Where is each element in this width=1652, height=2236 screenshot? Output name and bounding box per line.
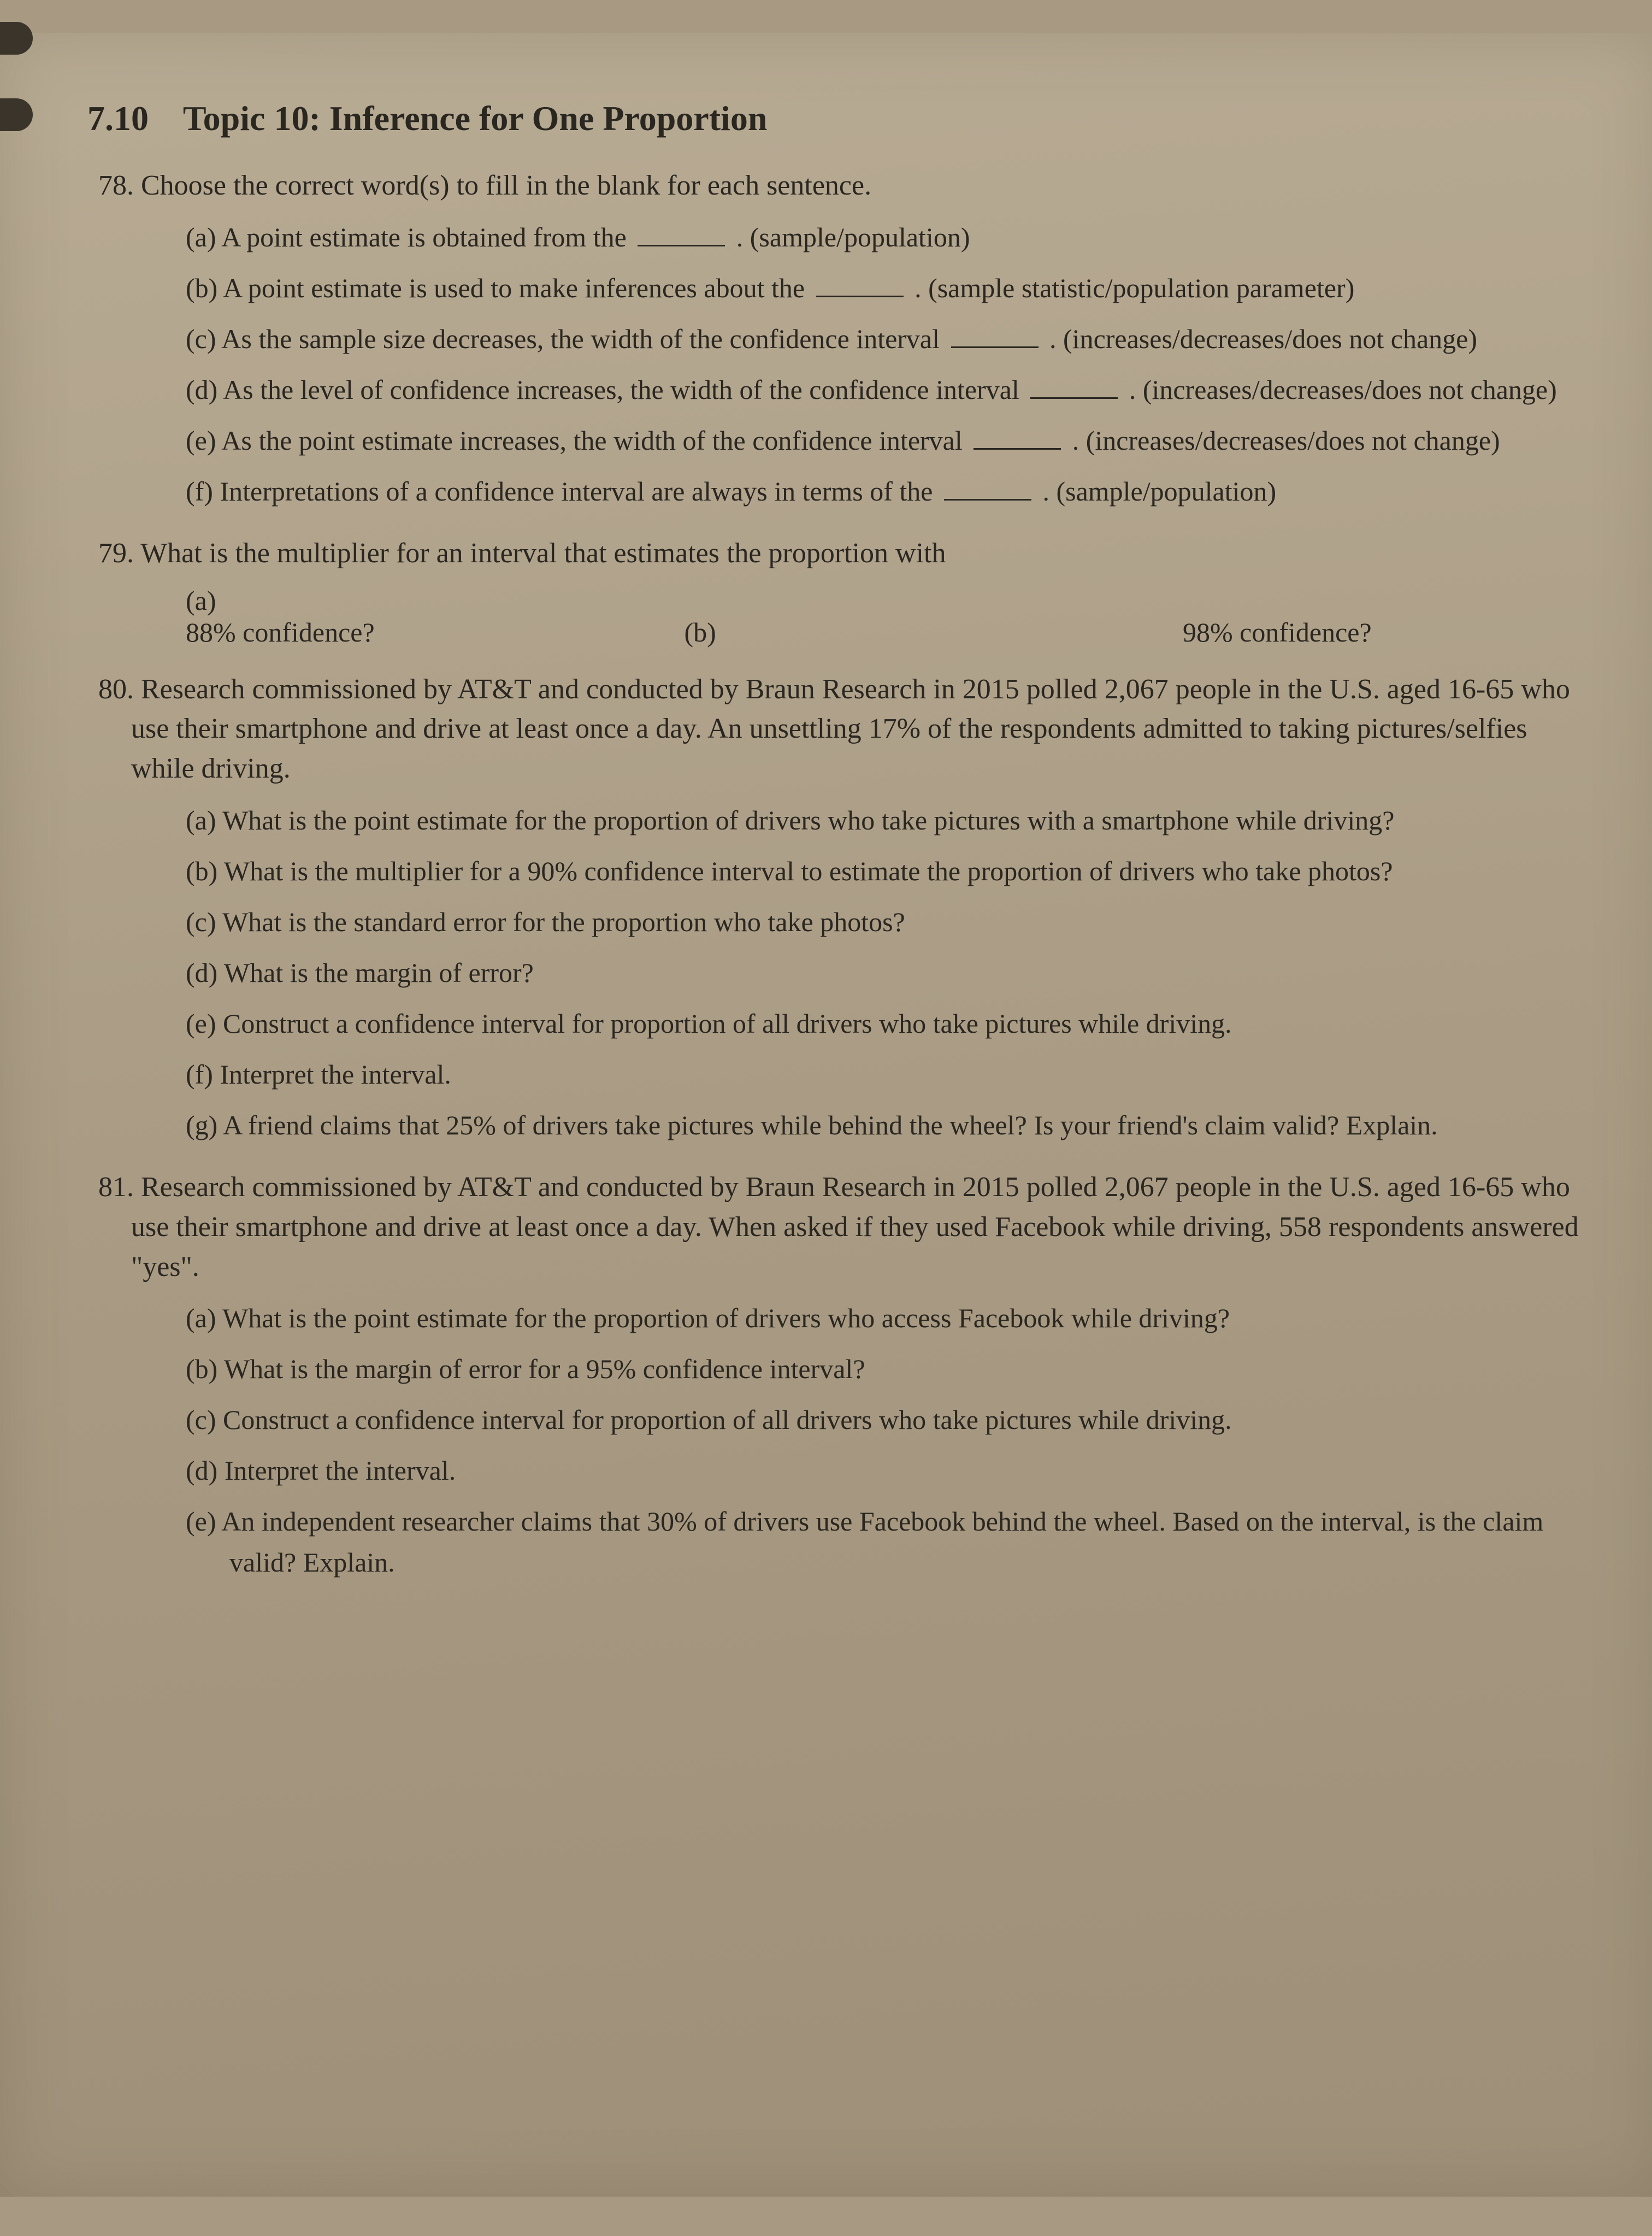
question-stem: Research commissioned by AT&T and conduc…	[131, 674, 1570, 785]
q78-c: (c) As the sample size decreases, the wi…	[186, 319, 1595, 360]
part-text: What is the margin of error for a 95% co…	[224, 1354, 865, 1384]
part-text: As the sample size decreases, the width …	[221, 323, 940, 354]
part-text: Construct a confidence interval for prop…	[223, 1404, 1232, 1435]
question-number: 80.	[98, 674, 134, 705]
section-header: 7.10 Topic 10: Inference for One Proport…	[87, 98, 1595, 139]
question-79-parts: (a) 88% confidence? (b) 98% confidence?	[186, 585, 1595, 648]
question-78: 78. Choose the correct word(s) to fill i…	[98, 166, 1595, 206]
question-80: 80. Research commissioned by AT&T and co…	[98, 670, 1595, 789]
part-label: (a)	[186, 805, 216, 835]
q78-e: (e) As the point estimate increases, the…	[186, 420, 1595, 461]
q80-b: (b) What is the multiplier for a 90% con…	[186, 851, 1595, 892]
spiral-binding	[0, 0, 33, 2203]
q78-a: (a) A point estimate is obtained from th…	[186, 217, 1595, 258]
fill-blank	[951, 346, 1039, 348]
q79-a: (a) 88% confidence?	[186, 585, 677, 648]
q80-g: (g) A friend claims that 25% of drivers …	[186, 1105, 1595, 1146]
part-text: Construct a confidence interval for prop…	[223, 1008, 1232, 1039]
part-label: (d)	[186, 957, 217, 988]
part-label: (c)	[186, 1404, 216, 1435]
part-label: (b)	[186, 856, 217, 886]
q78-b: (b) A point estimate is used to make inf…	[186, 268, 1595, 309]
textbook-page: 7.10 Topic 10: Inference for One Proport…	[0, 33, 1652, 2197]
part-label: (a)	[186, 1303, 216, 1333]
part-text: A point estimate is obtained from the	[221, 222, 627, 252]
part-label: (e)	[186, 1008, 216, 1039]
part-text-after: . (sample/population)	[1042, 476, 1276, 507]
question-81: 81. Research commissioned by AT&T and co…	[98, 1168, 1595, 1287]
question-number: 79.	[98, 538, 134, 569]
q80-a: (a) What is the point estimate for the p…	[186, 800, 1595, 841]
q80-c: (c) What is the standard error for the p…	[186, 902, 1595, 943]
part-text: Interpretations of a confidence interval…	[220, 476, 933, 507]
q81-c: (c) Construct a confidence interval for …	[186, 1399, 1595, 1440]
part-label: (d)	[186, 1455, 217, 1486]
question-stem: Choose the correct word(s) to fill in th…	[141, 170, 871, 201]
part-label: (g)	[186, 1110, 217, 1140]
fill-blank	[1030, 397, 1118, 399]
part-text-after: . (increases/decreases/does not change)	[1049, 323, 1477, 354]
part-text: As the point estimate increases, the wid…	[221, 425, 963, 456]
fill-blank	[944, 499, 1031, 501]
q81-b: (b) What is the margin of error for a 95…	[186, 1349, 1595, 1390]
part-label: (f)	[186, 476, 213, 507]
part-text: What is the multiplier for a 90% confide…	[224, 856, 1393, 886]
q78-d: (d) As the level of confidence increases…	[186, 369, 1595, 410]
q78-f: (f) Interpretations of a confidence inte…	[186, 471, 1595, 512]
fill-blank	[974, 448, 1061, 450]
part-text: What is the point estimate for the propo…	[222, 1303, 1230, 1333]
q81-d: (d) Interpret the interval.	[186, 1450, 1595, 1491]
part-text-after: . (increases/decreases/does not change)	[1072, 425, 1500, 456]
part-label: (e)	[186, 1506, 216, 1537]
part-label: (c)	[186, 907, 216, 937]
part-label: (f)	[186, 1059, 213, 1090]
q81-a: (a) What is the point estimate for the p…	[186, 1298, 1595, 1339]
part-label: (b)	[186, 273, 217, 303]
section-number: 7.10	[87, 99, 149, 138]
fill-blank	[816, 296, 904, 297]
q80-e: (e) Construct a confidence interval for …	[186, 1003, 1595, 1044]
part-text: What is the point estimate for the propo…	[222, 805, 1394, 835]
part-text: A point estimate is used to make inferen…	[223, 273, 805, 303]
part-text-after: . (increases/decreases/does not change)	[1129, 374, 1557, 405]
section-title: Topic 10: Inference for One Proportion	[183, 99, 768, 138]
part-text: What is the standard error for the propo…	[222, 907, 905, 937]
fill-blank	[638, 245, 725, 246]
part-text: 88% confidence?	[186, 617, 375, 648]
question-number: 81.	[98, 1172, 134, 1203]
part-text-after: . (sample/population)	[736, 222, 970, 252]
part-text-after: . (sample statistic/population parameter…	[914, 273, 1354, 303]
part-label: (b)	[186, 1354, 217, 1384]
part-text: An independent researcher claims that 30…	[221, 1506, 1543, 1578]
question-number: 78.	[98, 170, 134, 201]
question-80-parts: (a) What is the point estimate for the p…	[186, 800, 1595, 1146]
q81-e: (e) An independent researcher claims tha…	[186, 1501, 1595, 1583]
part-text: Interpret the interval.	[225, 1455, 456, 1486]
question-stem: Research commissioned by AT&T and conduc…	[131, 1172, 1579, 1282]
question-stem: What is the multiplier for an interval t…	[140, 538, 946, 569]
part-text: Interpret the interval.	[220, 1059, 451, 1090]
part-label: (d)	[186, 374, 217, 405]
part-label: (c)	[186, 323, 216, 354]
q80-f: (f) Interpret the interval.	[186, 1054, 1595, 1095]
question-78-parts: (a) A point estimate is obtained from th…	[186, 217, 1595, 512]
part-label: (a)	[186, 222, 216, 252]
q80-d: (d) What is the margin of error?	[186, 952, 1595, 993]
question-79: 79. What is the multiplier for an interv…	[98, 534, 1595, 574]
part-text: A friend claims that 25% of drivers take…	[223, 1110, 1438, 1140]
part-label: (a)	[186, 585, 677, 616]
q79-b: (b) 98% confidence?	[685, 617, 1372, 648]
question-81-parts: (a) What is the point estimate for the p…	[186, 1298, 1595, 1583]
part-label: (e)	[186, 425, 216, 456]
part-label: (b)	[685, 616, 1176, 648]
part-text: As the level of confidence increases, th…	[223, 374, 1019, 405]
part-text: 98% confidence?	[1183, 617, 1372, 648]
part-text: What is the margin of error?	[224, 957, 534, 988]
